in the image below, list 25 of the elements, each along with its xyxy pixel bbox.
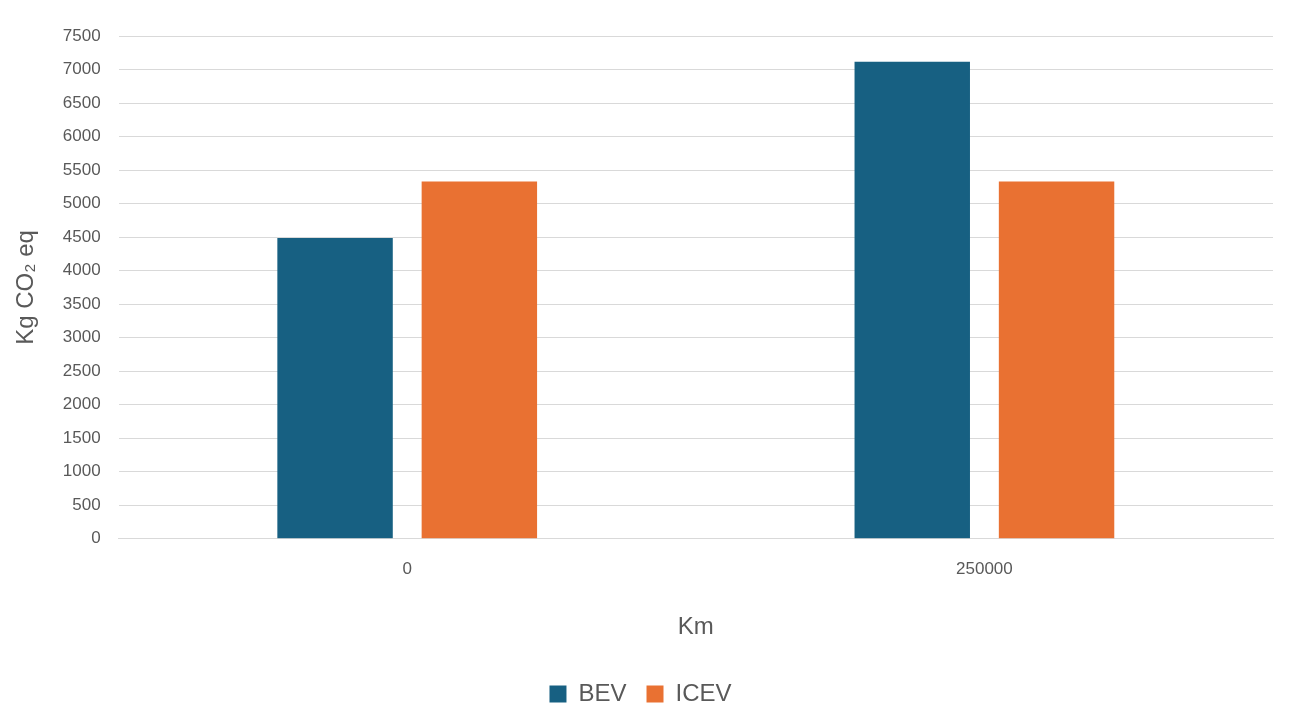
y-tick-label: 2000	[62, 394, 101, 414]
legend-label: BEV	[578, 678, 627, 706]
x-axis-title: Km	[677, 612, 714, 640]
y-tick-label: 1500	[62, 427, 101, 447]
y-tick-label: 3000	[62, 327, 101, 347]
y-tick-label: 6000	[62, 126, 101, 146]
y-tick-label: 4000	[62, 260, 101, 280]
y-tick-label: 7000	[62, 59, 101, 79]
y-axis-title: Kg CO₂ eq	[11, 230, 39, 345]
y-tick-label: 0	[91, 528, 101, 548]
y-tick-label: 3500	[62, 293, 101, 313]
y-tick-label: 2500	[62, 360, 101, 380]
y-tick-label: 4500	[62, 226, 101, 246]
bar	[998, 181, 1115, 539]
bar	[421, 181, 538, 539]
y-tick-label: 7500	[62, 25, 101, 45]
x-tick-label: 250000	[956, 558, 1013, 578]
y-tick-label: 5000	[62, 193, 101, 213]
y-tick-label: 6500	[62, 92, 101, 112]
bar	[854, 61, 970, 539]
y-tick-label: 5500	[62, 159, 101, 179]
y-tick-label: 1000	[62, 461, 101, 481]
bar	[277, 237, 393, 539]
y-tick-label: 500	[72, 494, 101, 514]
legend-label: ICEV	[675, 678, 732, 706]
